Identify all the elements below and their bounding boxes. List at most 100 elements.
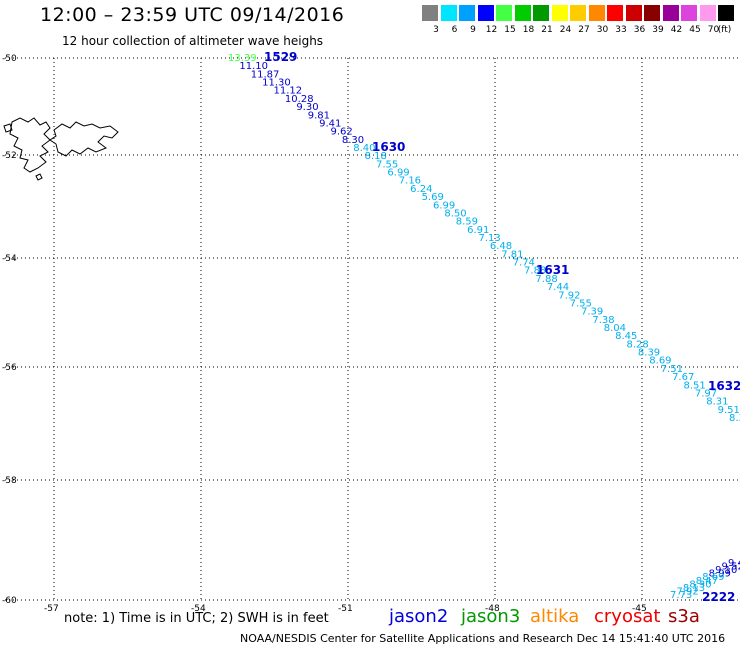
lat-tick-label: -50 [2, 54, 17, 64]
legend-swatch [422, 5, 438, 21]
legend-swatch [496, 5, 512, 21]
lon-tick-label: -48 [485, 604, 500, 614]
wave-height-value: 8.50 [444, 208, 466, 219]
track-time-label: 1632 [708, 379, 740, 393]
wave-height-value: 8.28 [627, 339, 649, 350]
wave-height-value: 8.39 [638, 348, 660, 359]
legend-label: 21 [541, 25, 553, 35]
lat-tick-label: -52 [2, 151, 17, 161]
legend-label: 12 [485, 25, 498, 35]
legend-swatch [477, 5, 494, 21]
wave-height-value: 6.24 [410, 184, 432, 195]
lat-tick-label: -60 [2, 596, 17, 606]
wave-height-value: 7.13 [479, 233, 501, 244]
legend-label: 3 [433, 25, 439, 35]
satellite-name: jason2 [389, 606, 449, 627]
legend-label: 42 [670, 25, 683, 35]
wave-height-value: 6.91 [467, 225, 489, 236]
wave-height-value: 7.55 [376, 159, 398, 170]
lon-tick-label: -57 [44, 604, 59, 614]
wave-height-value: 13.39 [228, 53, 257, 64]
wave-height-value: 8.13 [683, 583, 705, 594]
wave-height-value: 8.18 [365, 151, 387, 162]
legend-label: 30 [596, 25, 609, 35]
map-grid [5, 57, 740, 601]
legend-label: 45 [689, 25, 701, 35]
satellite-name: s3a [668, 606, 700, 627]
legend-swatch [699, 5, 716, 21]
wave-height-value: 11.12 [274, 86, 303, 97]
legend-swatch [459, 5, 475, 21]
wave-height-value: 7.16 [399, 176, 421, 187]
wave-height-value: 8.30 [689, 579, 711, 590]
satellite-name: jason3 [461, 606, 521, 627]
altimeter-track-main: 13.3911.1011.8711.3011.1210.289.309.819.… [228, 53, 740, 424]
legend-label: 9 [470, 25, 476, 35]
wave-height-value: 5.69 [422, 192, 444, 203]
wave-height-value: 11.87 [251, 69, 280, 80]
legend-swatch [718, 5, 734, 21]
wave-height-value: 9.41 [319, 118, 341, 129]
wave-height-value: 7.67 [672, 372, 694, 383]
lon-tick-label: -51 [338, 604, 353, 614]
wave-height-value: 7.88 [524, 266, 546, 277]
wave-height-value: 7.92 [676, 586, 698, 597]
legend-label: 36 [633, 25, 646, 35]
track-time-label: 1631 [536, 263, 569, 277]
wave-height-value: 8.69 [702, 572, 724, 583]
wave-height-value: 9.40 [728, 558, 740, 569]
wave-height-value: 7.44 [547, 282, 569, 293]
wave-height-value: 10.28 [285, 94, 314, 105]
coastline-east [49, 121, 119, 157]
wave-height-value: 11.10 [239, 61, 268, 72]
wave-height-value: 7.55 [570, 298, 592, 309]
wave-height-value: 8.69 [649, 356, 671, 367]
wave-height-value: 7.74 [513, 258, 535, 269]
legend-swatch [514, 5, 531, 21]
legend-label: 70 [707, 25, 720, 35]
legend-label: 24 [559, 25, 572, 35]
wave-height-value: 9.10 [715, 565, 737, 576]
wave-height-value: 7.92 [558, 290, 580, 301]
footer-credit: NOAA/NESDIS Center for Satellite Applica… [240, 632, 726, 645]
wave-height-value: 9.30 [296, 102, 318, 113]
map-title: 12:00 – 23:59 UTC 09/14/2016 [40, 4, 345, 26]
legend-swatch [440, 5, 457, 21]
wave-height-value: 7.38 [592, 315, 614, 326]
satellite-name: cryosat [594, 606, 661, 627]
lat-tick-label: -58 [2, 476, 17, 486]
track-time-label: 2222 [702, 590, 735, 604]
wave-height-value: 8.30 [342, 135, 364, 146]
legend-swatch [662, 5, 679, 21]
coastline-west [9, 117, 51, 173]
wave-height-value: 6.99 [387, 168, 409, 179]
wave-height-value: 8.47 [696, 576, 718, 587]
axis-labels: -50 -52 -54 -56 -58 -60 -57 -54 -51 -48 -45 [2, 54, 647, 614]
falkland-islands-coastline [3, 117, 119, 181]
wave-height-value: 8.31 [706, 397, 728, 408]
wave-height-value: 7.51 [661, 364, 683, 375]
legend-unit: (ft) [717, 25, 732, 35]
legend-swatch [607, 5, 623, 21]
wave-height-value: 8.40 [353, 143, 375, 154]
wave-height-value: 8.59 [456, 217, 478, 228]
wave-height-value: 9.52 [722, 562, 740, 573]
wave-height-value: 11.30 [262, 78, 291, 89]
track-time-label: 1630 [372, 140, 405, 154]
wave-height-value: 9.81 [308, 110, 330, 121]
legend-swatch [551, 5, 568, 21]
wave-height-value: 7.39 [581, 307, 603, 318]
altimeter-track-corner: 9.409.529.108.998.698.478.308.137.927.73… [670, 558, 740, 604]
wave-height-value: 6.99 [433, 200, 455, 211]
legend-swatch [533, 5, 549, 21]
map-subtitle: 12 hour collection of altimeter wave hei… [62, 34, 324, 48]
legend-label: 27 [578, 25, 590, 35]
altimeter-time-labels: 1529 1630 1631 1632 [264, 50, 740, 393]
satellite-name: altika [530, 606, 580, 627]
legend-label: 33 [615, 25, 627, 35]
wave-height-value: 8.3 [729, 413, 740, 424]
track-time-label: 1529 [264, 50, 297, 64]
wave-height-value: 8.51 [683, 380, 705, 391]
lat-tick-label: -56 [2, 363, 17, 373]
